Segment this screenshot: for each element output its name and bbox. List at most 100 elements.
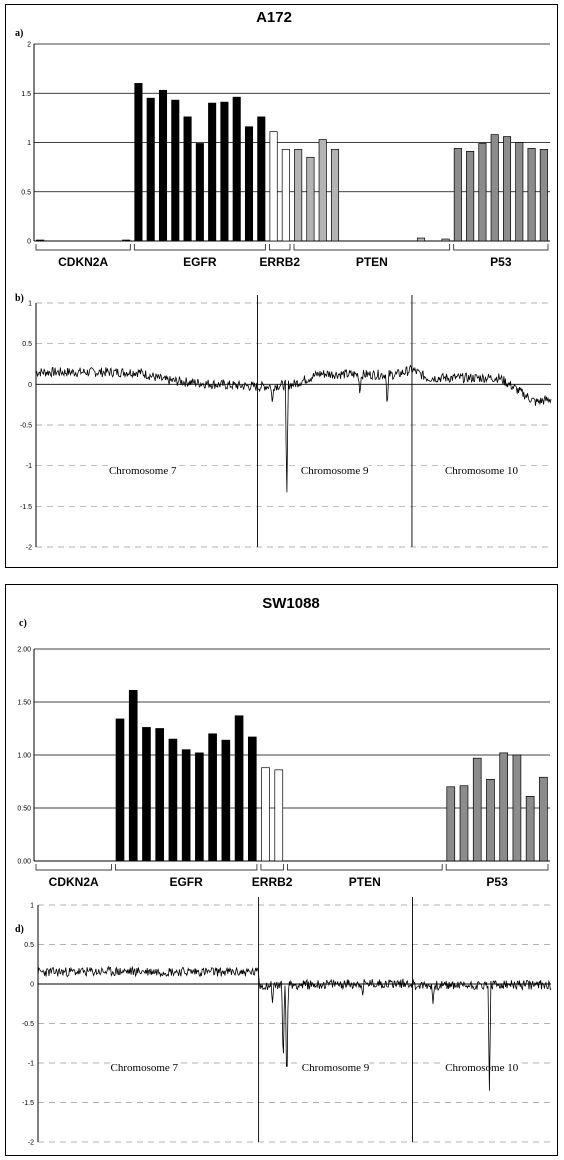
chromosome-label: Chromosome 7	[111, 1062, 179, 1074]
bar-p53	[512, 754, 522, 862]
gene-label-cdkn2a: CDKN2A	[49, 875, 99, 889]
chromosome-label-bg	[110, 1060, 179, 1074]
bar-egfr	[134, 83, 143, 242]
gene-label-errb2: ERRB2	[252, 875, 293, 889]
y-tick-label: 1	[28, 301, 32, 308]
bar-egfr	[195, 143, 204, 242]
bar-p53	[478, 143, 487, 242]
y-tick-label: 0.00	[17, 859, 31, 866]
chromosome-label-bg	[300, 463, 369, 477]
chromosome-label: Chromosome 10	[445, 465, 519, 477]
bracket-pten	[293, 244, 451, 251]
bracket-errb2	[260, 864, 284, 871]
bracket-egfr	[115, 864, 258, 871]
bar-egfr	[155, 728, 165, 862]
bar-p53	[446, 786, 456, 862]
chromosome-label: Chromosome 9	[302, 1062, 370, 1074]
y-tick-label: 0.5	[24, 942, 34, 949]
y-tick-label: -1.5	[20, 504, 32, 511]
profile-line	[37, 965, 552, 1091]
bar-egfr	[232, 96, 241, 242]
gene-label-pten: PTEN	[356, 255, 388, 269]
y-tick-label: 0.5	[21, 189, 31, 196]
bar-p53	[486, 779, 495, 862]
bar-p53	[527, 148, 536, 242]
y-tick-label: -0.5	[22, 1021, 34, 1028]
gene-label-p53: P53	[490, 255, 512, 269]
bar-pten	[416, 237, 426, 242]
y-tick-label: 1.50	[17, 700, 31, 707]
bracket-egfr	[133, 244, 266, 251]
gene-label-p53: P53	[486, 875, 508, 889]
bar-p53	[499, 752, 509, 862]
bar-p53	[502, 136, 512, 242]
chromosome-label-bg	[108, 463, 177, 477]
y-tick-label: 1	[27, 140, 31, 147]
bar-pten	[441, 238, 450, 242]
gene-label-egfr: EGFR	[169, 875, 203, 889]
bracket-errb2	[269, 244, 291, 251]
chromosome-label: Chromosome 10	[445, 1062, 519, 1074]
y-tick-label: -2	[28, 1140, 34, 1147]
chart-title-sw1088: SW1088	[262, 595, 320, 612]
chromosome-label-bg	[445, 463, 518, 477]
chromosome-label: Chromosome 7	[109, 465, 177, 477]
bar-egfr	[146, 97, 155, 242]
copy-number-profile-a172: 1 0.5 0 -0.5 -1 -1.5 -2 Chromosome 7 Chromosome …	[20, 295, 552, 552]
bar-egfr	[234, 715, 244, 862]
y-tick-label: 0	[30, 982, 34, 989]
bar-pten	[318, 139, 327, 242]
y-tick-label: 0.50	[17, 806, 31, 813]
bar-egfr	[171, 99, 180, 242]
gene-label-errb2: ERRB2	[259, 255, 300, 269]
panel-sw1088: SW1088 c) 0.00 0.50 1.00 1.50 2.00 CDKN2A EGFR…	[5, 584, 558, 1156]
profile-line	[35, 364, 552, 493]
chromosome-label: Chromosome 9	[301, 465, 369, 477]
bracket-cdkn2a	[35, 244, 131, 251]
bar-egfr	[195, 752, 204, 862]
bar-p53	[453, 148, 462, 242]
panel-label-b: b)	[15, 293, 24, 304]
y-tick-label: 0.5	[22, 341, 32, 348]
bar-p53	[525, 795, 535, 862]
panel-label-a: a)	[15, 28, 23, 39]
bar-egfr	[257, 116, 266, 242]
y-tick-label: -2	[26, 545, 32, 552]
bar-p53	[539, 776, 548, 862]
panel-label-d: d)	[15, 924, 24, 935]
y-tick-label: 2	[27, 42, 31, 49]
bar-egfr	[208, 102, 217, 242]
y-tick-label: -1.5	[22, 1100, 34, 1107]
bar-egfr	[183, 116, 192, 242]
bar-egfr	[220, 101, 229, 242]
bar-egfr	[181, 749, 191, 862]
bracket-p53	[453, 244, 549, 251]
y-tick-label: -1	[26, 463, 32, 470]
bar-pten	[294, 149, 303, 242]
bar-egfr	[221, 739, 231, 862]
chromosome-label-bg	[445, 1060, 519, 1074]
y-tick-label: 0	[28, 382, 32, 389]
bar-chart-sw1088: 0.00 0.50 1.00 1.50 2.00 CDKN2A EGFR ERRB2 PTEN P…	[17, 647, 550, 889]
bar-egfr	[158, 89, 168, 242]
bar-p53	[539, 149, 548, 242]
y-tick-label: 1.5	[21, 91, 31, 98]
bar-egfr	[247, 736, 257, 862]
chromosome-label-bg	[301, 1060, 370, 1074]
y-tick-label: 1.00	[17, 753, 31, 760]
bar-p53	[515, 142, 524, 242]
gene-label-cdkn2a: CDKN2A	[58, 255, 108, 269]
gene-label-egfr: EGFR	[183, 255, 217, 269]
panel-label-c: c)	[19, 618, 27, 629]
y-tick-label: 0	[27, 239, 31, 246]
bar-p53	[466, 151, 475, 242]
bar-egfr	[244, 126, 254, 242]
bar-chart-a172: 0 0.5 1 1.5 2 CDKN2A EGFR ERRB2 PTEN P53	[21, 42, 550, 269]
bar-pten	[330, 149, 340, 242]
y-tick-label: -0.5	[20, 423, 32, 430]
bar-p53	[472, 757, 482, 862]
bracket-cdkn2a	[35, 864, 112, 871]
bar-errb2	[261, 767, 270, 862]
bar-cdkn2a	[122, 239, 131, 242]
